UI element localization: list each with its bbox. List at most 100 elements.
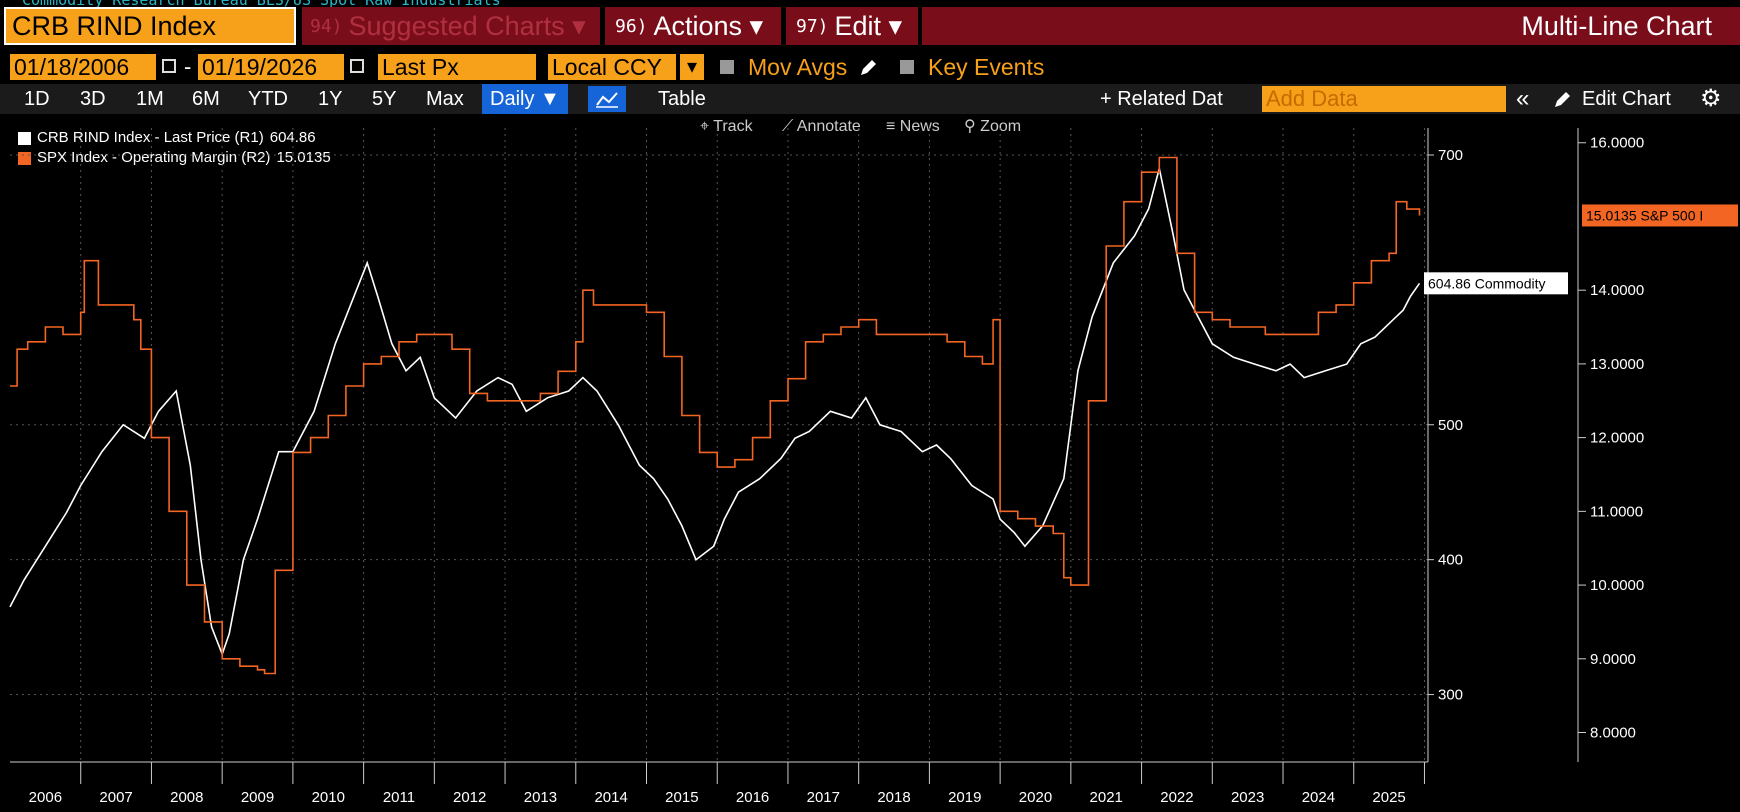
x-tick-label: 2018: [877, 789, 910, 806]
chart-title-bar: Multi-Line Chart: [922, 7, 1740, 45]
suggested-charts-button[interactable]: 94) Suggested Charts ▾: [302, 7, 600, 45]
x-tick-label: 2010: [312, 789, 345, 806]
y1-tick-label: 300: [1438, 687, 1463, 704]
x-tick-label: 2008: [170, 789, 203, 806]
ticker-text: CRB RIND Index: [12, 10, 217, 41]
y2-tick-label: 13.0000: [1590, 356, 1644, 373]
page-title: Multi-Line Chart: [1521, 10, 1712, 41]
legend-value: 604.86: [269, 129, 316, 146]
x-tick-label: 2021: [1090, 789, 1123, 806]
last-value-label-2-bg: [1582, 204, 1738, 227]
calendar-icon[interactable]: [350, 59, 364, 73]
chart-legend: CRB RIND Index - Last Price (R1) 604.86 S…: [18, 128, 331, 168]
x-tick-label: 2012: [453, 789, 486, 806]
y2-tick-label: 10.0000: [1590, 577, 1644, 594]
frequency-dropdown[interactable]: Daily ▼: [482, 84, 568, 114]
actions-menu-button[interactable]: 96) Actions ▾: [605, 7, 781, 45]
period-1d[interactable]: 1D: [24, 88, 50, 110]
start-date-field[interactable]: 01/18/2006: [10, 54, 156, 80]
zoom-tool[interactable]: ⚲ Zoom: [964, 118, 1022, 135]
x-tick-label: 2020: [1019, 789, 1052, 806]
track-tool[interactable]: ⌖ Track: [700, 118, 753, 135]
edit-chart-button[interactable]: Edit Chart: [1582, 88, 1671, 110]
controls-row: 01/18/2006 - 01/19/2026 Last Px Local CC…: [0, 52, 1740, 82]
mov-avgs-checkbox[interactable]: [720, 60, 734, 74]
pencil-icon[interactable]: [858, 58, 878, 78]
legend-item[interactable]: CRB RIND Index - Last Price (R1) 604.86: [18, 128, 331, 148]
x-tick-label: 2014: [594, 789, 627, 806]
collapse-button[interactable]: «: [1516, 85, 1530, 112]
period-1y[interactable]: 1Y: [318, 88, 343, 110]
date-separator: -: [184, 54, 192, 79]
actions-label: Actions ▾: [653, 10, 764, 41]
calendar-icon[interactable]: [162, 59, 176, 73]
key-events-label[interactable]: Key Events: [928, 54, 1045, 80]
period-1m[interactable]: 1M: [136, 88, 164, 110]
field-selector[interactable]: Last Px: [378, 54, 536, 80]
y2-tick-label: 9.0000: [1590, 651, 1636, 668]
x-tick-label: 2016: [736, 789, 769, 806]
last-value-label-2: 15.0135 S&P 500 I: [1586, 207, 1703, 223]
last-value-label-1-bg: [1424, 272, 1568, 295]
legend-label: CRB RIND Index - Last Price (R1): [37, 129, 264, 146]
y1-tick-label: 500: [1438, 417, 1463, 434]
edit-menu-button[interactable]: 97) Edit ▾: [786, 7, 918, 45]
x-tick-label: 2013: [524, 789, 557, 806]
suggested-label: Suggested Charts ▾: [348, 10, 586, 41]
annotate-label: Annotate: [796, 118, 861, 135]
currency-selector[interactable]: Local CCY: [548, 54, 676, 80]
series-line-2[interactable]: [10, 156, 1421, 675]
table-button[interactable]: Table: [658, 88, 706, 110]
y1-tick-label: 700: [1438, 147, 1463, 164]
security-description: Commodity Research Bureau BLS/US Spot Ra…: [22, 0, 501, 9]
x-tick-label: 2022: [1160, 789, 1193, 806]
edit-number: 97): [796, 15, 829, 37]
legend-swatch: [18, 151, 31, 165]
x-tick-label: 2011: [383, 789, 415, 806]
mov-avgs-label[interactable]: Mov Avgs: [748, 54, 848, 80]
legend-item[interactable]: SPX Index - Operating Margin (R2) 15.0135: [18, 148, 331, 168]
edit-label: Edit ▾: [834, 10, 903, 41]
x-tick-label: 2009: [241, 789, 274, 806]
legend-label: SPX Index - Operating Margin (R2): [37, 149, 271, 166]
line-chart-icon[interactable]: [588, 86, 626, 112]
period-ytd[interactable]: YTD: [248, 88, 288, 110]
key-events-checkbox[interactable]: [900, 60, 914, 74]
series-line-1[interactable]: [9, 168, 1421, 657]
x-tick-label: 2007: [99, 789, 132, 806]
end-date-field[interactable]: 01/19/2026: [198, 54, 344, 80]
period-3d[interactable]: 3D: [80, 88, 106, 110]
related-data-button[interactable]: + Related Dat: [1100, 88, 1223, 110]
x-tick-label: 2025: [1372, 789, 1405, 806]
field-value: Last Px: [382, 54, 459, 80]
y2-tick-label: 12.0000: [1590, 430, 1644, 447]
period-5y[interactable]: 5Y: [372, 88, 397, 110]
period-max[interactable]: Max: [426, 88, 464, 110]
annotate-tool[interactable]: ⟋ Annotate: [782, 118, 861, 135]
news-tool[interactable]: ≡ News: [886, 118, 940, 135]
suggested-number: 94): [310, 15, 343, 37]
header-bar: Commodity Research Bureau BLS/US Spot Ra…: [0, 0, 1740, 46]
currency-value: Local CCY: [552, 54, 662, 80]
x-tick-label: 2015: [665, 789, 698, 806]
y2-tick-label: 16.0000: [1590, 135, 1644, 152]
y1-tick-label: 400: [1438, 552, 1463, 569]
pencil-icon: [1555, 92, 1570, 107]
ticker-field[interactable]: CRB RIND Index: [4, 7, 296, 45]
start-date-value: 01/18/2006: [14, 54, 130, 80]
y2-tick-label: 11.0000: [1590, 503, 1643, 520]
legend-value: 15.0135: [276, 149, 331, 166]
last-value-label-1: 604.86 Commodity: [1428, 275, 1546, 291]
chevron-down-icon[interactable]: ▾: [680, 54, 704, 80]
period-6m[interactable]: 6M: [192, 88, 220, 110]
x-tick-label: 2017: [807, 789, 840, 806]
toolbar: 1D 3D 1M 6M YTD 1Y 5Y Max Daily ▼ Table …: [0, 84, 1740, 114]
gear-icon[interactable]: ⚙: [1700, 85, 1722, 112]
legend-swatch: [18, 131, 31, 145]
x-tick-label: 2006: [29, 789, 62, 806]
news-label: News: [899, 118, 940, 135]
x-tick-label: 2019: [948, 789, 981, 806]
track-label: Track: [713, 118, 753, 135]
add-data-input[interactable]: Add Data: [1262, 86, 1506, 112]
